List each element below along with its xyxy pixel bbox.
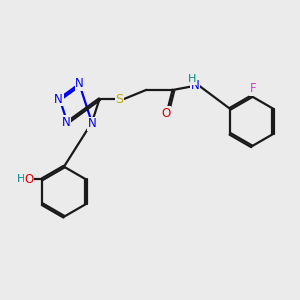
Text: O: O xyxy=(25,173,34,186)
Text: F: F xyxy=(249,82,256,95)
Text: N: N xyxy=(75,77,84,90)
Text: N: N xyxy=(62,116,71,129)
Text: N: N xyxy=(191,79,200,92)
Text: H: H xyxy=(188,74,196,84)
Text: H: H xyxy=(17,174,25,184)
Text: N: N xyxy=(88,117,96,130)
Text: S: S xyxy=(115,93,123,106)
Text: N: N xyxy=(54,93,63,106)
Text: O: O xyxy=(162,107,171,120)
